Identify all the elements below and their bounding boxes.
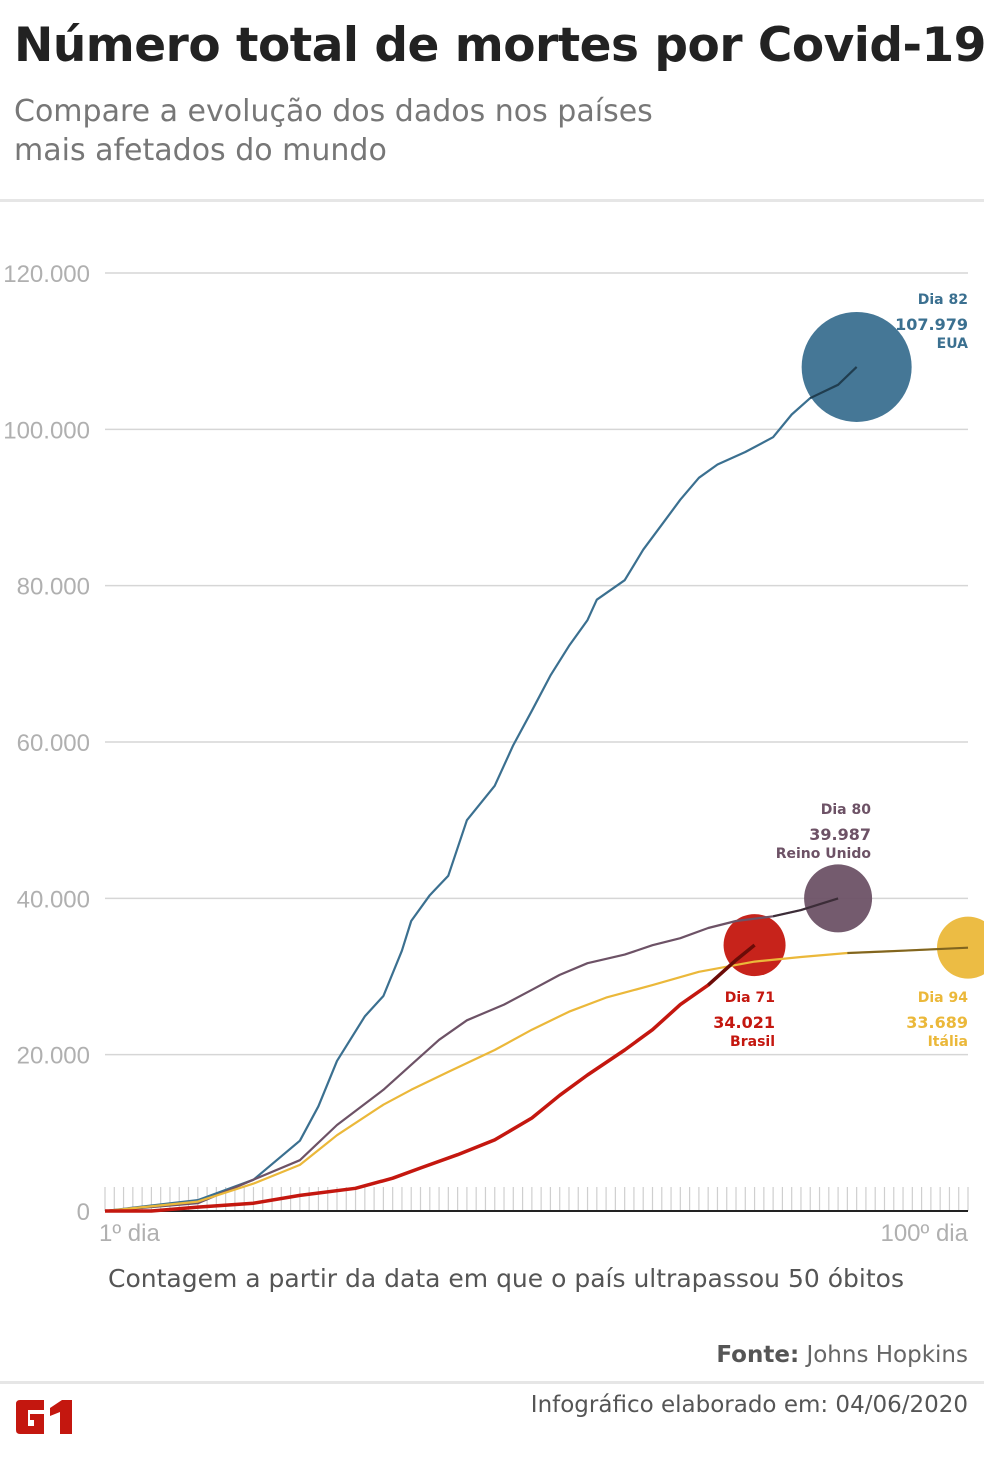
- series-line-overlay: [847, 946, 969, 955]
- y-tick-label: 100.000: [3, 417, 90, 444]
- g1-logo: [16, 1400, 72, 1434]
- end-value-label: 39.987: [809, 825, 871, 844]
- end-marker-eua: [801, 311, 912, 422]
- infographic-date: Infográfico elaborado em: 04/06/2020: [530, 1392, 968, 1418]
- y-tick-label: 20.000: [17, 1043, 90, 1070]
- series-name-label: Itália: [928, 1034, 968, 1050]
- series-name-label: Brasil: [730, 1034, 775, 1050]
- end-day-label: Dia 71: [725, 990, 775, 1006]
- end-day-label: Dia 80: [821, 802, 871, 818]
- end-day-label: Dia 94: [918, 990, 968, 1006]
- x-tick-label-last: 100º dia: [880, 1220, 968, 1247]
- y-tick-label: 120.000: [3, 261, 90, 288]
- y-tick-label: 0: [77, 1199, 90, 1226]
- series-name-label: Reino Unido: [776, 846, 872, 862]
- series-line-overlay: [707, 943, 756, 987]
- chart-subtitle: Compare a evolução dos dados nos países …: [14, 94, 653, 168]
- source-label: Fonte:: [716, 1342, 800, 1368]
- x-axis-title: Contagem a partir da data em que o país …: [108, 1264, 904, 1293]
- chart-title: Número total de mortes por Covid-19: [14, 18, 984, 73]
- series-name-label: EUA: [937, 336, 969, 352]
- series-line-overlay: [809, 366, 858, 400]
- end-value-label: 34.021: [713, 1013, 775, 1032]
- end-value-label: 107.979: [895, 315, 968, 334]
- series-line-itália: [104, 946, 969, 1213]
- y-tick-label: 40.000: [17, 886, 90, 913]
- source-value: Johns Hopkins: [806, 1342, 968, 1368]
- footer-divider: [0, 1381, 984, 1384]
- line-chart: 0 20.000 40.000 60.000 80.000 100.000 120.000 1…: [3, 261, 984, 1247]
- series-line-overlay: [772, 897, 839, 918]
- series-line-brasil: [105, 943, 756, 1213]
- header-divider: [0, 199, 984, 202]
- end-day-label: Dia 82: [918, 292, 968, 308]
- series-line-eua: [104, 366, 858, 1213]
- end-value-label: 33.689: [906, 1013, 968, 1032]
- y-tick-label: 60.000: [17, 730, 90, 757]
- x-tick-label-first: 1º dia: [99, 1220, 160, 1247]
- source-credit: Fonte: Johns Hopkins: [716, 1342, 968, 1368]
- series-line-reino-unido: [104, 897, 839, 1213]
- y-tick-label: 80.000: [17, 574, 90, 601]
